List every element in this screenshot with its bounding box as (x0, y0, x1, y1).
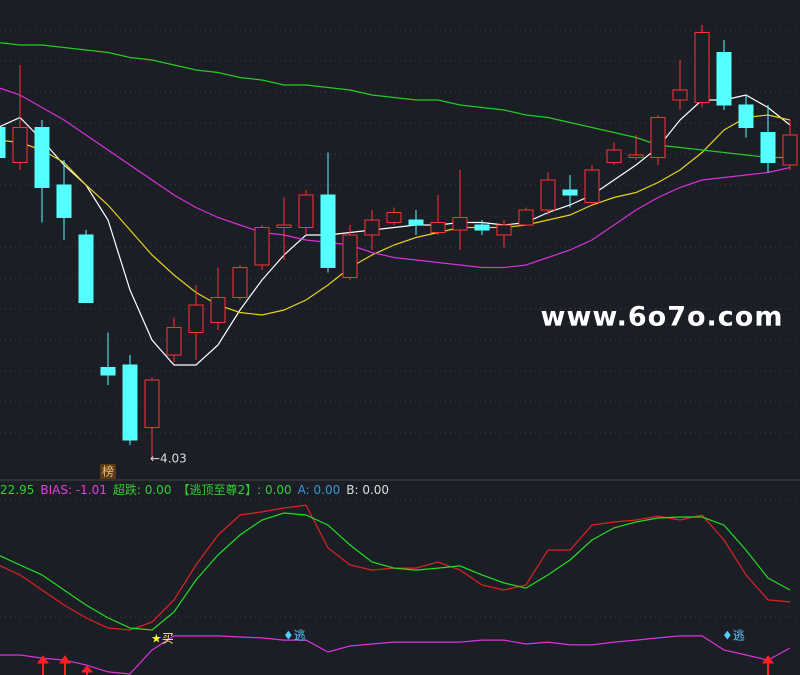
candle-body (496, 224, 512, 236)
candle-body (540, 179, 556, 211)
header-item: A: 0.00 (298, 483, 341, 497)
watermark: www.6o7o.com (541, 302, 784, 333)
tag: 榜 (102, 464, 114, 479)
candle-body (760, 132, 776, 163)
candle-body (320, 194, 336, 268)
candle-body (144, 379, 160, 428)
candle-body (408, 219, 424, 226)
candle-body (34, 127, 50, 188)
candle-body (386, 212, 402, 223)
indicator-line (0, 512, 791, 631)
candle-body (364, 219, 380, 236)
red-arrows (37, 655, 774, 675)
candle-body (342, 234, 358, 278)
signal-buy: ★买 (151, 632, 174, 646)
candle-body (562, 189, 578, 196)
candle-body (56, 184, 72, 218)
plot (0, 25, 800, 675)
indicator-header: 22.95 BIAS: -1.01 超跌: 0.00 【逃顶至尊2】: 0.00 A: … (0, 482, 389, 497)
candle-body (694, 32, 710, 103)
candle-body (12, 127, 28, 163)
header-item: B: 0.00 (346, 483, 389, 497)
arrow (37, 655, 49, 664)
signal-escape: ♦逃 (283, 629, 306, 643)
candle-body (650, 117, 666, 158)
candle-body (210, 297, 226, 323)
candle-body (628, 154, 644, 158)
candle-body (0, 127, 6, 158)
candle-body (606, 149, 622, 163)
candle-body (122, 364, 138, 441)
header-item: 超跌: 0.00 (113, 482, 172, 497)
candle-body (100, 367, 116, 376)
header-item: 【逃顶至尊2】: 0.00 (177, 482, 291, 497)
candle-body (276, 224, 292, 228)
ma-line (0, 87, 791, 269)
arrow (59, 655, 71, 664)
candle-body (518, 209, 534, 226)
candle-body (78, 234, 94, 303)
candle-body (232, 267, 248, 298)
arrow (762, 655, 774, 664)
candle-body (188, 304, 204, 333)
header-item: 22.95 (0, 483, 34, 497)
tag-box (100, 464, 116, 479)
ma-line (0, 114, 791, 316)
candle-body (474, 224, 490, 231)
candle-body (452, 217, 468, 231)
candle-body (430, 222, 446, 233)
candle-body (672, 89, 688, 101)
candle-body (716, 52, 732, 106)
low-label: ←4.03 (150, 452, 187, 466)
arrow (80, 665, 94, 673)
indicator-line (0, 635, 791, 675)
candle-body (738, 104, 754, 128)
header-item: BIAS: -1.01 (40, 483, 107, 497)
candle-body (254, 227, 270, 266)
candle-body (584, 169, 600, 203)
candle-body (298, 194, 314, 228)
signal-escape: ♦逃 (722, 629, 745, 643)
candle-body (166, 327, 182, 356)
candle-body (782, 134, 798, 166)
